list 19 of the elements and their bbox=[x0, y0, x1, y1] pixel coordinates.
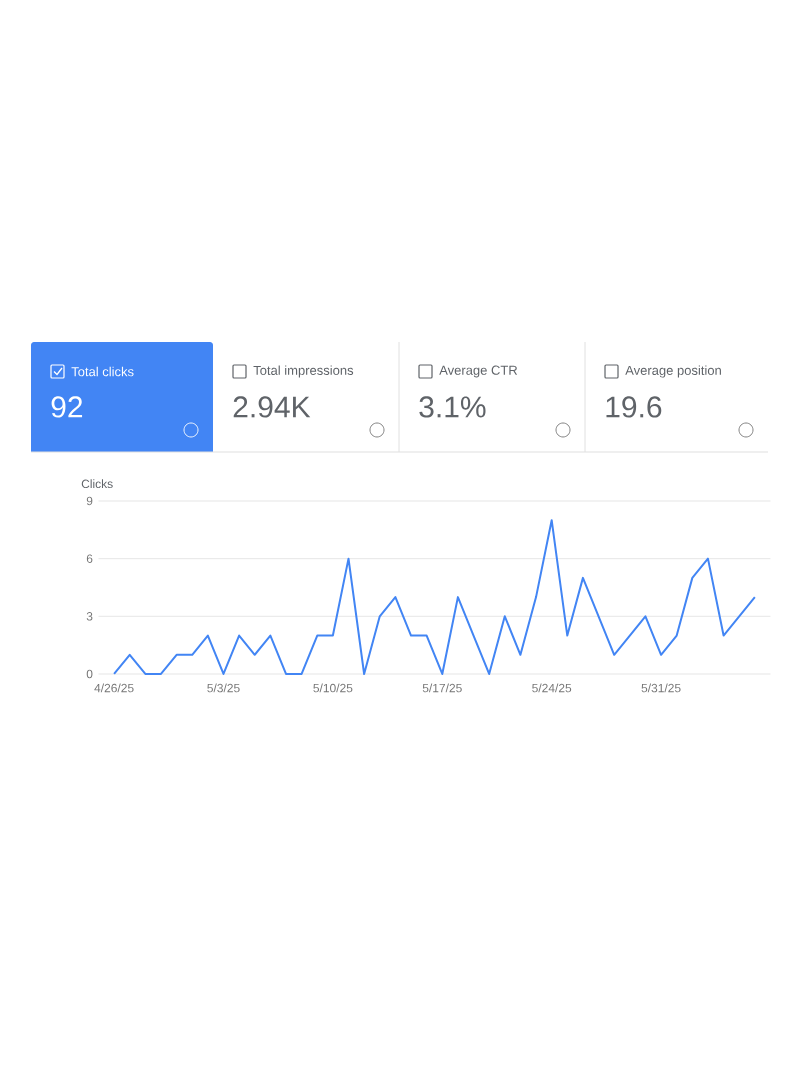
text: 3.1% bbox=[419, 396, 486, 418]
text: Total impressions bbox=[253, 365, 354, 378]
y-tick-label: 0 bbox=[86, 669, 93, 679]
text: 92 bbox=[51, 396, 83, 418]
x-tick-label: 5/17/25 bbox=[422, 683, 462, 693]
x-tick-label: 5/31/25 bbox=[641, 683, 681, 693]
x-tick-label: 5/3/25 bbox=[207, 683, 240, 693]
text: 2.94K bbox=[233, 396, 311, 418]
text: Average position bbox=[625, 365, 721, 378]
x-tick-label: 5/10/25 bbox=[313, 683, 353, 693]
text: Average CTR bbox=[439, 365, 518, 378]
y-tick-label: 3 bbox=[86, 612, 93, 621]
y-axis-title: Clicks bbox=[81, 479, 113, 489]
x-tick-label: 4/26/25 bbox=[94, 683, 134, 693]
y-tick-label: 6 bbox=[86, 554, 93, 563]
x-tick-label: 5/24/25 bbox=[532, 683, 572, 693]
y-tick-label: 9 bbox=[86, 496, 93, 506]
text: 19.6 bbox=[606, 396, 662, 418]
text: Total clicks bbox=[71, 366, 134, 377]
